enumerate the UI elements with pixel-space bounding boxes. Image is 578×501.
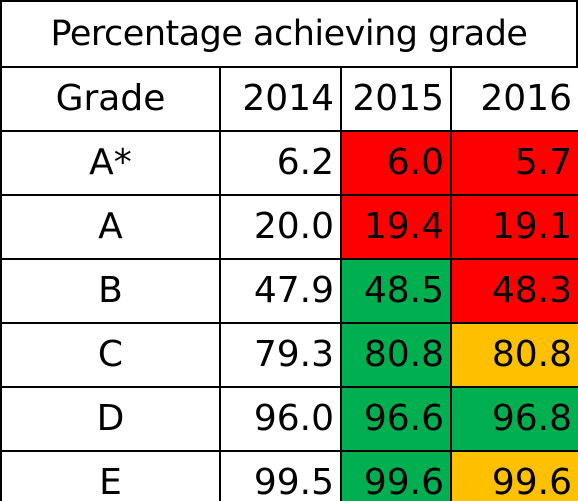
value-cell: 48.5 bbox=[340, 258, 452, 324]
value-cell: 6.2 bbox=[219, 130, 342, 196]
header-year-2015: 2015 bbox=[340, 66, 452, 132]
value-cell: 96.0 bbox=[219, 386, 342, 452]
table-row: E 99.5 99.6 99.6 bbox=[0, 450, 578, 501]
value-cell: 19.4 bbox=[340, 194, 452, 260]
value-cell: 96.8 bbox=[450, 386, 578, 452]
value-cell: 48.3 bbox=[450, 258, 578, 324]
value-cell: 19.1 bbox=[450, 194, 578, 260]
table-row: A* 6.2 6.0 5.7 bbox=[0, 130, 578, 196]
value-cell: 6.0 bbox=[340, 130, 452, 196]
value-cell: 80.8 bbox=[450, 322, 578, 388]
value-cell: 79.3 bbox=[219, 322, 342, 388]
table-row: A 20.0 19.4 19.1 bbox=[0, 194, 578, 260]
value-cell: 5.7 bbox=[450, 130, 578, 196]
table-title: Percentage achieving grade bbox=[0, 0, 578, 66]
header-year-2014: 2014 bbox=[219, 66, 342, 132]
header-grade: Grade bbox=[0, 66, 221, 132]
grade-cell: B bbox=[0, 258, 221, 324]
grade-cell: A* bbox=[0, 130, 221, 196]
grade-grid: Grade 2014 2015 2016 A* 6.2 6.0 5.7 A 20… bbox=[0, 66, 578, 501]
grade-cell: D bbox=[0, 386, 221, 452]
value-cell: 20.0 bbox=[219, 194, 342, 260]
header-row: Grade 2014 2015 2016 bbox=[0, 66, 578, 132]
table-row: D 96.0 96.6 96.8 bbox=[0, 386, 578, 452]
grade-cell: E bbox=[0, 450, 221, 501]
header-year-2016: 2016 bbox=[450, 66, 578, 132]
value-cell: 80.8 bbox=[340, 322, 452, 388]
grade-cell: C bbox=[0, 322, 221, 388]
table-row: B 47.9 48.5 48.3 bbox=[0, 258, 578, 324]
value-cell: 47.9 bbox=[219, 258, 342, 324]
value-cell: 99.6 bbox=[450, 450, 578, 501]
value-cell: 96.6 bbox=[340, 386, 452, 452]
table-row: C 79.3 80.8 80.8 bbox=[0, 322, 578, 388]
value-cell: 99.5 bbox=[219, 450, 342, 501]
value-cell: 99.6 bbox=[340, 450, 452, 501]
grade-cell: A bbox=[0, 194, 221, 260]
